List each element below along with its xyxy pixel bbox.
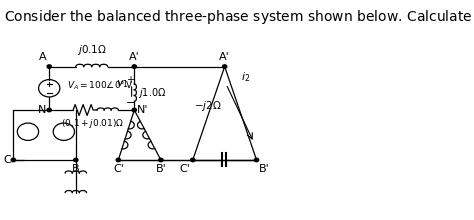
Text: B: B xyxy=(72,164,80,174)
Text: N: N xyxy=(38,105,46,115)
Text: C': C' xyxy=(179,164,190,174)
Text: $v_1$: $v_1$ xyxy=(116,78,129,90)
Circle shape xyxy=(47,108,51,112)
Circle shape xyxy=(73,158,78,162)
Circle shape xyxy=(132,65,137,68)
Text: Consider the balanced three-phase system shown below. Calculate $v_1(t)$ and $i_: Consider the balanced three-phase system… xyxy=(4,8,474,26)
Text: N': N' xyxy=(137,105,148,115)
Circle shape xyxy=(132,108,137,112)
Text: +: + xyxy=(126,75,134,84)
Circle shape xyxy=(116,158,120,162)
Text: $V_A = 100\angle 0°\,\mathrm{V}$: $V_A = 100\angle 0°\,\mathrm{V}$ xyxy=(66,80,133,92)
Text: $i_2$: $i_2$ xyxy=(241,71,250,84)
Circle shape xyxy=(11,158,16,162)
Text: B': B' xyxy=(259,164,270,174)
Text: B': B' xyxy=(155,164,166,174)
Circle shape xyxy=(191,158,195,162)
Text: $j0.1\Omega$: $j0.1\Omega$ xyxy=(77,43,107,57)
Text: A': A' xyxy=(129,52,140,62)
Text: A: A xyxy=(39,52,46,62)
Circle shape xyxy=(159,158,163,162)
Text: $j1.0\Omega$: $j1.0\Omega$ xyxy=(138,86,166,100)
Text: $(0.1+j0.01)\Omega$: $(0.1+j0.01)\Omega$ xyxy=(62,117,125,130)
Text: C: C xyxy=(3,155,11,165)
Text: $-j2\Omega$: $-j2\Omega$ xyxy=(193,99,221,113)
Text: −: − xyxy=(126,99,135,108)
Text: A': A' xyxy=(219,52,230,62)
Circle shape xyxy=(255,158,259,162)
Circle shape xyxy=(47,65,51,68)
Text: C': C' xyxy=(113,164,124,174)
Circle shape xyxy=(222,65,227,68)
